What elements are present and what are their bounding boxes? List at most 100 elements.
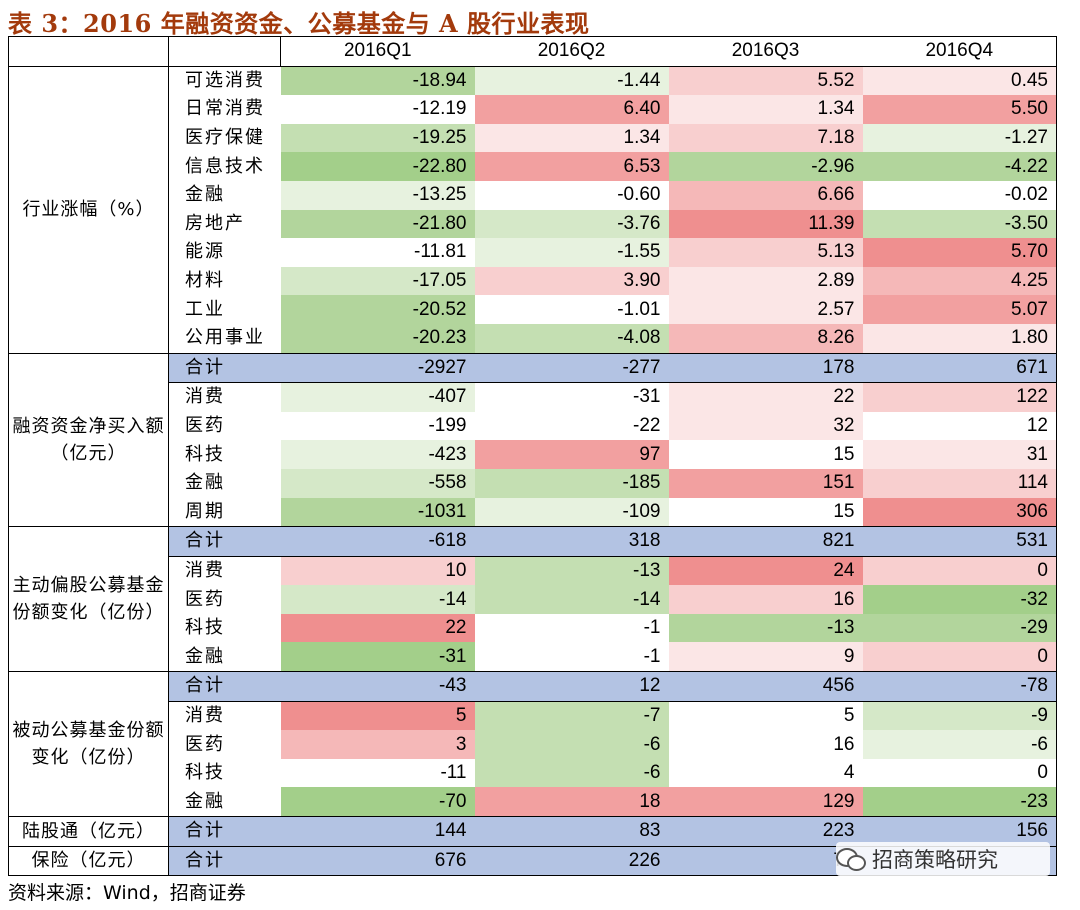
- value-cell: 5.50: [862, 95, 1057, 124]
- value-cell: -2.96: [668, 152, 863, 181]
- value-cell: 1.80: [862, 323, 1057, 354]
- row-label: 金融: [168, 642, 281, 673]
- value-cell: -14: [474, 585, 669, 614]
- value-cell: 2.57: [668, 295, 863, 324]
- value-cell: 5.07: [862, 295, 1057, 324]
- value-cell: -7: [474, 700, 669, 731]
- value-cell: 6.53: [474, 152, 669, 181]
- sum-row: 融资资金净买入额（亿元） 合计 -2927 -277 178 671: [8, 352, 1057, 527]
- watermark: 招商策略研究: [836, 842, 1050, 876]
- value-cell: 15: [668, 497, 863, 528]
- row-label: 金融: [185, 184, 225, 206]
- value-cell: 24: [668, 555, 863, 586]
- value-cell: 3.90: [474, 266, 669, 296]
- value-cell: -13: [668, 613, 863, 643]
- value-cell: -6: [862, 730, 1057, 759]
- value-cell: -1.27: [862, 123, 1057, 153]
- value-cell: -43: [280, 671, 475, 702]
- row-label: 可选消费: [168, 65, 281, 96]
- value-cell: 156: [862, 816, 1057, 847]
- table-row: 周期 -1031 -109 15 306: [9, 497, 1057, 528]
- row-label: 金融: [185, 472, 225, 494]
- row-label: 消费: [168, 700, 281, 731]
- table-row: 公用事业 -20.23 -4.08 8.26 1.80: [9, 323, 1057, 354]
- value-cell: 306: [862, 497, 1057, 528]
- value-cell: 11.39: [668, 209, 863, 239]
- wechat-icon: [836, 846, 866, 872]
- table-row: 医药 -14 -14 16 -32: [9, 585, 1057, 614]
- value-cell: -20.23: [280, 323, 475, 354]
- row-label: 合计: [168, 845, 281, 877]
- value-cell: -1.44: [474, 65, 669, 96]
- value-cell: 531: [862, 526, 1057, 557]
- row-label: 医药: [185, 415, 225, 437]
- value-cell: 114: [862, 468, 1057, 498]
- row-label: 能源: [185, 241, 225, 263]
- value-cell: 5.52: [668, 65, 863, 96]
- value-cell: -12.19: [280, 95, 475, 124]
- value-cell: -6: [474, 730, 669, 759]
- value-cell: 97: [474, 440, 669, 469]
- column-header-2016q1: 2016Q1: [280, 36, 475, 67]
- value-cell: 821: [668, 526, 863, 557]
- value-cell: 15: [668, 440, 863, 469]
- table-row: 材料 -17.05 3.90 2.89 4.25: [9, 266, 1057, 296]
- sum-row: 陆股通（亿元） 合计 144 83 223 156: [8, 816, 1057, 847]
- value-cell: 676: [280, 845, 475, 877]
- value-cell: -31: [280, 642, 475, 673]
- value-cell: 0: [862, 758, 1057, 788]
- header-blank: [168, 36, 281, 67]
- group-label: 融资资金净买入额（亿元）: [8, 352, 169, 527]
- value-cell: 5.70: [862, 238, 1057, 267]
- value-cell: 31: [862, 440, 1057, 469]
- value-cell: -1.55: [474, 238, 669, 267]
- column-header-2016q4: 2016Q4: [862, 36, 1057, 67]
- value-cell: -185: [474, 468, 669, 498]
- value-cell: 671: [862, 352, 1057, 383]
- value-cell: -22.80: [280, 152, 475, 181]
- value-cell: -1: [474, 613, 669, 643]
- value-cell: 3: [280, 730, 475, 759]
- value-cell: 83: [474, 816, 669, 847]
- value-cell: 7.18: [668, 123, 863, 153]
- watermark-text: 招商策略研究: [872, 848, 998, 872]
- value-cell: -0.02: [862, 180, 1057, 210]
- source-note: 资料来源：Wind，招商证券: [8, 882, 246, 904]
- page-title: 表 3：2016 年融资资金、公募基金与 A 股行业表现: [8, 9, 590, 38]
- value-cell: 0: [862, 555, 1057, 586]
- value-cell: 0.45: [862, 65, 1057, 96]
- table-row: 能源 -11.81 -1.55 5.13 5.70: [9, 238, 1057, 267]
- value-cell: 178: [668, 352, 863, 383]
- value-cell: 12: [862, 411, 1057, 441]
- value-cell: -19.25: [280, 123, 475, 153]
- row-label: 信息技术: [185, 155, 265, 177]
- value-cell: 4.25: [862, 266, 1057, 296]
- value-cell: -4.22: [862, 152, 1057, 181]
- value-cell: 32: [668, 411, 863, 441]
- row-label: 合计: [168, 816, 281, 847]
- value-cell: -31: [474, 382, 669, 412]
- value-cell: 5: [280, 700, 475, 731]
- value-cell: -109: [474, 497, 669, 528]
- header-row: 2016Q1 2016Q2 2016Q3 2016Q4: [8, 36, 1057, 67]
- value-cell: 151: [668, 468, 863, 498]
- group-label: 陆股通（亿元）: [8, 816, 169, 847]
- value-cell: 6.40: [474, 95, 669, 124]
- table-row: 医药 3 -6 16 -6: [9, 730, 1057, 759]
- value-cell: 5.13: [668, 238, 863, 267]
- value-cell: 16: [668, 585, 863, 614]
- value-cell: -1031: [280, 497, 475, 528]
- value-cell: -32: [862, 585, 1057, 614]
- table-row: 消费 5 -7 5 -9: [9, 700, 1057, 731]
- sum-row: 主动偏股公募基金份额变化（亿份） 合计 -618 318 821 531: [8, 526, 1057, 672]
- sum-row: 被动公募基金份额变化（亿份） 合计 -43 12 456 -78: [8, 671, 1057, 817]
- row-label: 科技: [185, 617, 225, 639]
- group-label: 主动偏股公募基金份额变化（亿份）: [8, 526, 169, 672]
- value-cell: -0.60: [474, 180, 669, 210]
- table-row: 医疗保健 -19.25 1.34 7.18 -1.27: [9, 123, 1057, 153]
- row-label: 工业: [185, 298, 225, 320]
- value-cell: -20.52: [280, 295, 475, 324]
- value-cell: -4.08: [474, 323, 669, 354]
- row-label: 医疗保健: [185, 127, 265, 149]
- table-row: 消费 -407 -31 22 122: [9, 382, 1057, 412]
